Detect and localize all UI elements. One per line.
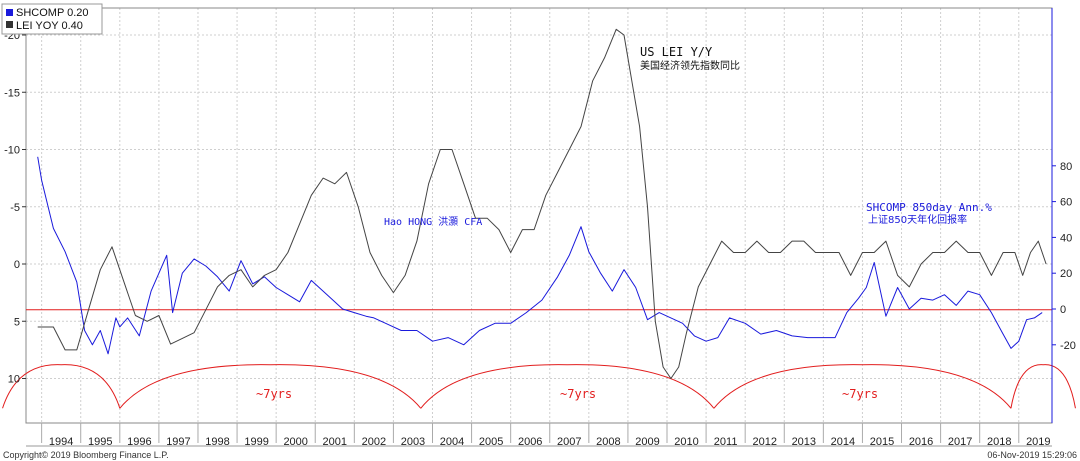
legend-label-shcomp: SHCOMP 0.20 — [16, 7, 89, 19]
lei-title-annotation: US LEI Y/Y — [640, 45, 713, 59]
left-tick-label: 10 — [8, 374, 20, 386]
x-tick-label: 1999 — [244, 436, 268, 448]
x-tick-label: 2001 — [323, 436, 347, 448]
x-tick-label: 1995 — [88, 436, 112, 448]
x-tick-label: 2003 — [401, 436, 425, 448]
x-tick-label: 2016 — [909, 436, 933, 448]
x-tick-label: 2011 — [714, 436, 738, 448]
cycle-label-3: ~7yrs — [842, 387, 878, 401]
x-tick-label: 2000 — [283, 436, 307, 448]
series-layer — [37, 28, 1047, 379]
cycle-label-2: ~7yrs — [560, 387, 596, 401]
left-tick-label: -5 — [10, 202, 20, 214]
right-tick-label: 80 — [1060, 161, 1072, 173]
grid — [26, 8, 1052, 423]
series-line-shcomp — [37, 156, 1043, 355]
cycle-arc — [119, 364, 422, 409]
series-line-lei — [37, 28, 1047, 379]
legend-swatch-shcomp — [6, 9, 13, 16]
x-axis: 1994 1995 1996 1997 1998 1999 2000 2001 2002 2003… — [26, 423, 1052, 448]
legend: SHCOMP 0.20 LEI YOY 0.40 — [1, 3, 103, 35]
cycle-arc — [713, 364, 1012, 409]
copyright-footer: Copyright© 2019 Bloomberg Finance L.P. — [3, 450, 169, 460]
right-tick-label: -20 — [1060, 340, 1076, 352]
x-tick-label: 1996 — [127, 436, 151, 448]
x-tick-label: 2017 — [948, 436, 972, 448]
cycle-arc — [2, 364, 121, 409]
legend-swatch-lei — [6, 21, 13, 28]
x-tick-label: 2004 — [440, 436, 464, 448]
x-tick-label: 2018 — [987, 436, 1011, 448]
legend-box — [1, 3, 103, 35]
x-tick-label: 2007 — [557, 436, 581, 448]
x-tick-label: 2014 — [831, 436, 855, 448]
shcomp-subtitle-annotation: 上证850天年化回报率 — [868, 213, 967, 226]
right-tick-label: 0 — [1060, 304, 1066, 316]
lei-subtitle-annotation: 美国经济领先指数同比 — [640, 59, 740, 72]
x-tick-label: 2015 — [870, 436, 894, 448]
left-tick-label: 0 — [14, 259, 20, 271]
x-tick-label: 1997 — [166, 436, 190, 448]
left-tick-label: 5 — [14, 316, 20, 328]
x-tick-label: 2012 — [752, 436, 776, 448]
right-axis: 80 60 40 20 0 -20 — [1051, 8, 1076, 423]
x-tick-label: 1994 — [49, 436, 73, 448]
left-tick-label: -10 — [4, 145, 20, 157]
cycle-label-1: ~7yrs — [256, 387, 292, 401]
x-tick-label: 2009 — [635, 436, 659, 448]
x-tick-label: 2005 — [479, 436, 503, 448]
right-tick-label: 40 — [1060, 232, 1072, 244]
legend-label-lei: LEI YOY 0.40 — [16, 20, 83, 32]
x-tick-label: 1998 — [205, 436, 229, 448]
cycle-arcs-layer — [2, 364, 1076, 409]
x-tick-label: 2010 — [674, 436, 698, 448]
right-tick-label: 60 — [1060, 197, 1072, 209]
cycle-arc — [420, 364, 715, 409]
author-annotation: Hao HONG 洪灝 CFA — [384, 216, 482, 228]
left-tick-label: -15 — [4, 87, 20, 99]
timestamp-footer: 06-Nov-2019 15:29:06 — [987, 450, 1077, 460]
cycle-arc — [1010, 364, 1076, 409]
right-tick-label: 20 — [1060, 268, 1072, 280]
x-tick-label: 2006 — [518, 436, 542, 448]
x-tick-label: 2008 — [596, 436, 620, 448]
x-tick-label: 2013 — [792, 436, 816, 448]
x-tick-label: 2019 — [1026, 436, 1050, 448]
x-tick-label: 2002 — [362, 436, 386, 448]
shcomp-title-annotation: SHCOMP 850day Ann.% — [866, 201, 992, 214]
